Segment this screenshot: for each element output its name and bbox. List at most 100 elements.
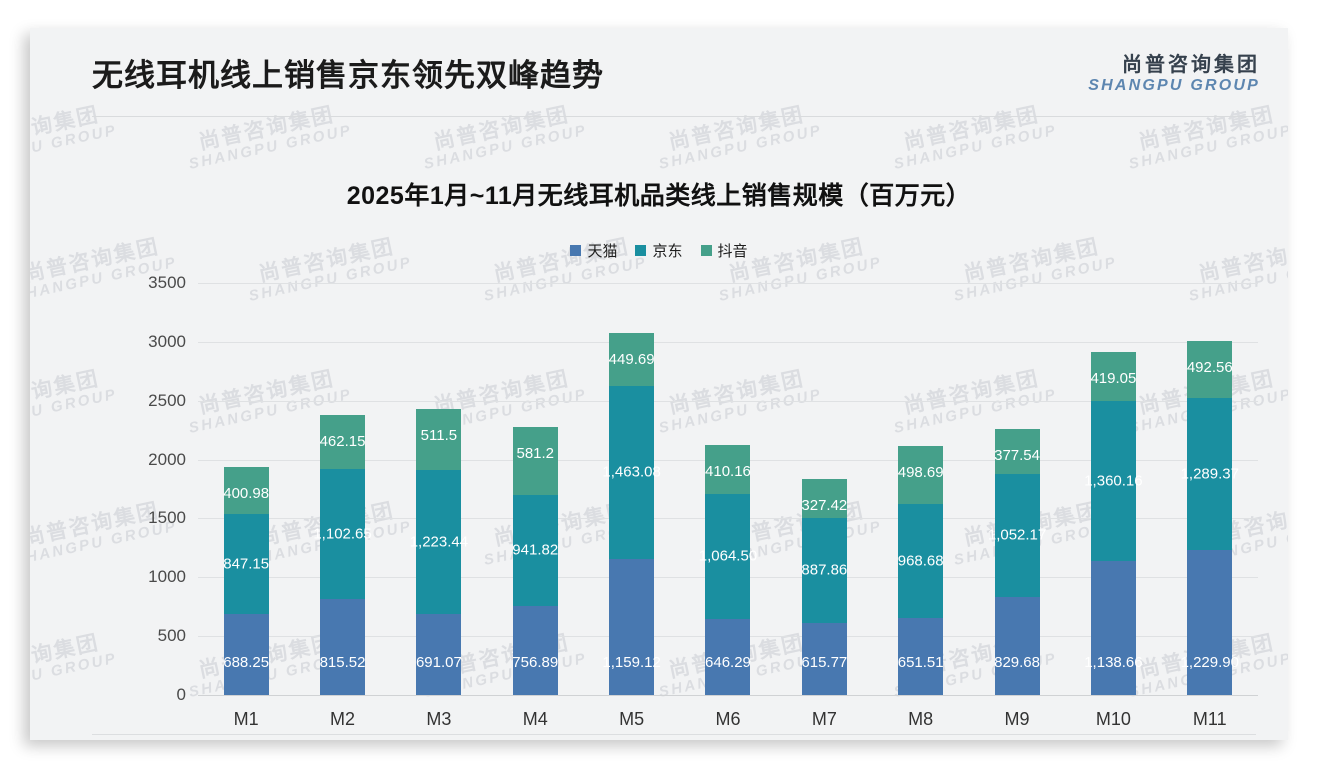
page-title: 无线耳机线上销售京东领先双峰趋势: [92, 58, 604, 93]
bar-segment-天猫[interactable]: 688.25: [223, 613, 269, 695]
bar-value-label: 1,159.12: [602, 654, 661, 671]
bar-value-label: 1,289.37: [1180, 465, 1239, 483]
y-axis-tick-label: 2000: [148, 449, 186, 469]
bar-segment-抖音[interactable]: 410.16: [705, 445, 751, 494]
bar-group-M8[interactable]: 498.69 968.68 651.51 M8: [873, 283, 969, 729]
bar-segment-抖音[interactable]: 419.05: [1090, 351, 1136, 401]
footer-divider: [92, 734, 1256, 735]
y-axis-tick-label: 2500: [148, 390, 186, 410]
bar-stack: 498.69 968.68 651.51: [897, 445, 944, 695]
bar-group-M5[interactable]: 449.69 1,463.08 1,159.12 M5: [583, 283, 679, 729]
bar-segment-抖音[interactable]: 377.54: [994, 429, 1040, 474]
bar-stack: 400.98 847.15 688.25: [223, 467, 270, 695]
bar-segment-天猫[interactable]: 1,138.66: [1084, 560, 1143, 695]
bar-group-M11[interactable]: 492.56 1,289.37 1,229.90 M11: [1162, 283, 1258, 729]
bar-value-label: 651.51: [897, 654, 944, 671]
bar-value-label: 1,360.16: [1084, 472, 1143, 490]
bar-segment-京东[interactable]: 847.15: [223, 514, 270, 614]
bar-value-label: 691.07: [415, 654, 462, 671]
bar-segment-京东[interactable]: 1,360.16: [1084, 400, 1143, 561]
bar-segment-天猫[interactable]: 615.77: [801, 622, 847, 695]
bar-value-label: 327.42: [801, 497, 848, 515]
bar-stack: 419.05 1,360.16 1,138.66: [1084, 351, 1143, 695]
bar-segment-京东[interactable]: 1,064.50: [699, 493, 757, 619]
bar-segment-京东[interactable]: 941.82: [512, 495, 559, 606]
bar-segment-天猫[interactable]: 1,159.12: [602, 558, 661, 695]
bar-value-label: 941.82: [512, 541, 559, 559]
bar-segment-抖音[interactable]: 462.15: [320, 414, 365, 470]
bar-segment-京东[interactable]: 1,223.44: [410, 469, 468, 614]
x-axis-tick-label: M8: [908, 709, 934, 729]
bar-group-M7[interactable]: 327.42 887.86 615.77 M7: [776, 283, 872, 729]
legend-label: 京东: [652, 243, 683, 260]
bar-value-label: 756.89: [512, 654, 559, 671]
bar-segment-京东[interactable]: 1,052.17: [988, 473, 1046, 598]
bar-value-label: 815.52: [319, 654, 366, 671]
bar-value-label: 1,052.17: [987, 526, 1047, 544]
bar-value-label: 410.16: [705, 463, 751, 481]
x-axis-tick-label: M6: [715, 709, 741, 729]
bar-group-M3[interactable]: 511.5 1,223.44 691.07 M3: [391, 283, 487, 729]
bar-group-M10[interactable]: 419.05 1,360.16 1,138.66 M10: [1065, 283, 1161, 729]
bar-segment-京东[interactable]: 1,289.37: [1181, 398, 1239, 551]
bar-segment-抖音[interactable]: 511.5: [416, 409, 462, 470]
gridline: [198, 283, 1258, 284]
bar-segment-京东[interactable]: 887.86: [801, 518, 848, 623]
x-axis-tick-label: M9: [1004, 709, 1030, 729]
y-axis-tick-label: 500: [157, 626, 186, 646]
bar-value-label: 1,229.90: [1180, 654, 1239, 671]
legend-item-京东[interactable]: 京东: [635, 240, 683, 261]
bar-segment-抖音[interactable]: 327.42: [801, 479, 848, 519]
gridline: [198, 695, 1258, 696]
bar-segment-天猫[interactable]: 1,229.90: [1181, 550, 1239, 695]
bar-segment-天猫[interactable]: 691.07: [415, 613, 462, 695]
bar-segment-抖音[interactable]: 492.56: [1187, 340, 1233, 399]
bar-segment-抖音[interactable]: 581.2: [512, 426, 558, 496]
bar-value-label: 498.69: [897, 463, 944, 481]
bar-group-M9[interactable]: 377.54 1,052.17 829.68 M9: [969, 283, 1065, 729]
bar-value-label: 1,463.08: [602, 463, 661, 481]
y-axis-tick-label: 0: [176, 685, 186, 704]
bar-value-label: 646.29: [705, 654, 751, 671]
bar-group-M2[interactable]: 462.15 1,102.65 815.52 M2: [294, 283, 390, 729]
bar-segment-天猫[interactable]: 829.68: [994, 597, 1040, 695]
bar-value-label: 1,064.50: [698, 547, 758, 565]
bar-group-M4[interactable]: 581.2 941.82 756.89 M4: [487, 283, 583, 729]
bar-stack: 511.5 1,223.44 691.07: [410, 409, 468, 695]
bar-segment-抖音[interactable]: 449.69: [609, 333, 655, 387]
bar-segment-京东[interactable]: 968.68: [898, 504, 944, 619]
bar-stack: 581.2 941.82 756.89: [512, 426, 559, 695]
bar-value-label: 581.2: [516, 444, 555, 462]
y-axis-tick-label: 3000: [148, 331, 186, 351]
gridline: [198, 341, 1258, 343]
bar-segment-抖音[interactable]: 400.98: [223, 467, 270, 515]
bar-segment-天猫[interactable]: 756.89: [512, 605, 559, 695]
legend-label: 抖音: [717, 243, 748, 260]
bar-segment-天猫[interactable]: 651.51: [897, 618, 944, 695]
x-axis-tick-label: M1: [233, 709, 259, 729]
bar-value-label: 887.86: [801, 561, 848, 579]
y-axis-tick-label: 1500: [148, 508, 186, 528]
legend-label: 天猫: [587, 243, 618, 260]
bar-segment-京东[interactable]: 1,102.65: [313, 469, 372, 600]
bar-value-label: 511.5: [420, 427, 458, 445]
bar-segment-京东[interactable]: 1,463.08: [602, 386, 661, 559]
bar-value-label: 400.98: [223, 485, 270, 503]
bar-segment-天猫[interactable]: 815.52: [320, 599, 365, 695]
bar-segment-抖音[interactable]: 498.69: [897, 445, 944, 505]
bar-group-M6[interactable]: 410.16 1,064.50 646.29 M6: [680, 283, 776, 729]
y-axis-tick-label: 3500: [148, 273, 186, 292]
x-axis-tick-label: M5: [619, 709, 645, 729]
bar-group-M1[interactable]: 400.98 847.15 688.25 M1: [198, 283, 294, 729]
bar-value-label: 847.15: [223, 555, 270, 573]
legend-swatch-icon: [570, 245, 582, 256]
bar-value-label: 377.54: [994, 447, 1040, 465]
bar-segment-天猫[interactable]: 646.29: [705, 618, 751, 695]
legend-item-抖音[interactable]: 抖音: [700, 240, 748, 261]
y-axis-tick-label: 1000: [148, 567, 186, 587]
legend-item-天猫[interactable]: 天猫: [570, 240, 617, 261]
bar-value-label: 1,102.65: [313, 525, 372, 543]
bar-stack: 492.56 1,289.37 1,229.90: [1181, 340, 1239, 695]
brand-name-cn: 尚普咨询集团: [1122, 54, 1260, 76]
x-axis-tick-label: M2: [330, 709, 356, 729]
